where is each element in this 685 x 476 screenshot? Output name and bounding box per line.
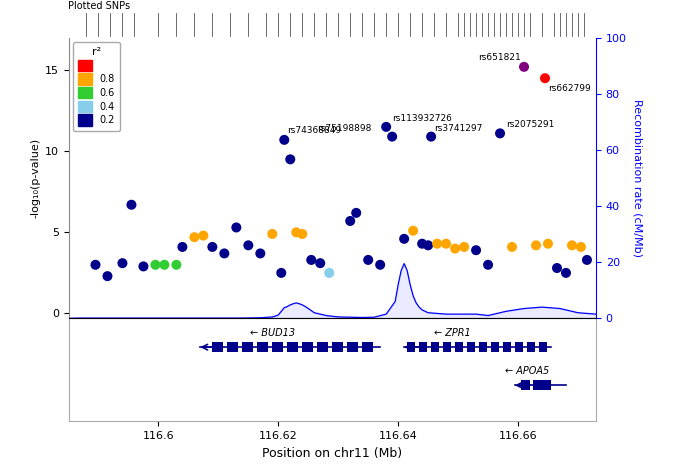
Point <box>543 240 553 248</box>
Bar <box>362 342 373 352</box>
Point <box>560 269 571 277</box>
Point <box>345 217 356 225</box>
Bar <box>515 342 523 352</box>
Point <box>231 224 242 231</box>
Point <box>458 243 469 251</box>
Bar <box>527 342 535 352</box>
Bar <box>491 342 499 352</box>
Bar <box>521 380 530 390</box>
Bar <box>347 342 358 352</box>
Point <box>425 133 436 140</box>
Bar <box>419 342 427 352</box>
Point <box>381 123 392 131</box>
Bar <box>212 342 223 352</box>
Point <box>582 256 593 264</box>
Point <box>117 259 128 267</box>
Point <box>306 256 316 264</box>
Point <box>375 261 386 268</box>
Point <box>276 269 287 277</box>
Text: rs662799: rs662799 <box>548 84 590 93</box>
Point <box>351 209 362 217</box>
Point <box>171 261 182 268</box>
Bar <box>533 380 542 390</box>
Point <box>449 245 460 252</box>
Bar <box>479 342 487 352</box>
Bar <box>242 342 253 352</box>
Bar <box>258 342 268 352</box>
Y-axis label: -log₁₀(p-value): -log₁₀(p-value) <box>31 138 40 218</box>
Point <box>314 259 325 267</box>
Bar <box>503 342 511 352</box>
Text: ← APOA5: ← APOA5 <box>505 366 549 376</box>
Point <box>386 133 397 140</box>
Point <box>102 272 113 280</box>
Bar <box>542 380 551 390</box>
Bar <box>455 342 463 352</box>
Text: rs74368849: rs74368849 <box>287 126 341 135</box>
Bar <box>317 342 328 352</box>
Point <box>575 243 586 251</box>
Text: ← BUD13: ← BUD13 <box>250 328 295 338</box>
Point <box>566 241 577 249</box>
Point <box>297 230 308 238</box>
Point <box>219 249 230 257</box>
Text: rs2075291: rs2075291 <box>506 120 554 129</box>
Text: ← ZPR1: ← ZPR1 <box>434 328 471 338</box>
Bar <box>539 342 547 352</box>
Bar <box>272 342 283 352</box>
Point <box>399 235 410 243</box>
Bar <box>227 342 238 352</box>
Point <box>126 201 137 208</box>
Bar <box>332 342 343 352</box>
Text: rs113932726: rs113932726 <box>392 114 452 123</box>
Point <box>279 136 290 144</box>
Y-axis label: Recombination rate (cM/Mb): Recombination rate (cM/Mb) <box>632 99 643 257</box>
Legend: , 0.8, 0.6, 0.4, 0.2: , 0.8, 0.6, 0.4, 0.2 <box>73 42 120 130</box>
Point <box>207 243 218 251</box>
Point <box>363 256 374 264</box>
X-axis label: Position on chr11 (Mb): Position on chr11 (Mb) <box>262 446 402 459</box>
Text: rs3741297: rs3741297 <box>434 124 482 132</box>
Point <box>408 227 419 235</box>
Bar <box>407 342 415 352</box>
Point <box>177 243 188 251</box>
Point <box>242 241 253 249</box>
Bar <box>443 342 451 352</box>
Bar <box>431 342 439 352</box>
Point <box>198 232 209 239</box>
Point <box>540 74 551 82</box>
Point <box>266 230 277 238</box>
Point <box>150 261 161 268</box>
Point <box>138 263 149 270</box>
Text: rs75198898: rs75198898 <box>316 124 371 132</box>
Point <box>530 241 541 249</box>
Point <box>255 249 266 257</box>
Point <box>495 129 506 137</box>
Point <box>290 228 301 236</box>
Bar <box>287 342 298 352</box>
Point <box>90 261 101 268</box>
Point <box>440 240 451 248</box>
Point <box>471 247 482 254</box>
Point <box>416 240 427 248</box>
Point <box>506 243 517 251</box>
Point <box>189 233 200 241</box>
Point <box>519 63 530 70</box>
Bar <box>467 342 475 352</box>
Text: rs651821: rs651821 <box>478 53 521 62</box>
Point <box>551 264 562 272</box>
Point <box>324 269 335 277</box>
Text: Plotted SNPs: Plotted SNPs <box>68 0 131 10</box>
Point <box>159 261 170 268</box>
Point <box>482 261 493 268</box>
Point <box>423 241 434 249</box>
Bar <box>302 342 313 352</box>
Point <box>432 240 443 248</box>
Point <box>285 156 296 163</box>
